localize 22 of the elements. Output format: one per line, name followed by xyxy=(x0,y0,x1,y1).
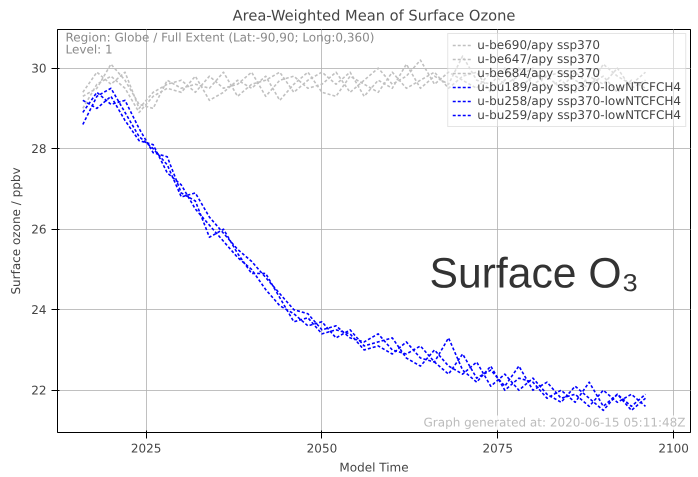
x-tick-label: 2075 xyxy=(482,442,514,456)
x-tick-label: 2050 xyxy=(306,442,338,456)
y-tick-label: 28 xyxy=(31,142,47,156)
y-tick-label: 30 xyxy=(31,62,47,76)
legend-label: u-bu258/apy ssp370-lowNTCFCH4 xyxy=(477,94,681,108)
annotation: Level: 1 xyxy=(66,42,113,56)
annotation: Surface O₃ xyxy=(430,250,639,298)
chart-title: Area-Weighted Mean of Surface Ozone xyxy=(232,8,516,24)
y-tick-label: 24 xyxy=(31,303,47,318)
x-axis-title: Model Time xyxy=(339,460,409,474)
x-tick-label: 2025 xyxy=(130,442,162,456)
annotation: Graph generated at: 2020-06-15 05:11:48Z xyxy=(424,416,686,430)
y-tick-label: 22 xyxy=(31,384,47,398)
legend-label: u-be647/apy ssp370 xyxy=(477,52,600,66)
y-tick-label: 26 xyxy=(31,222,47,237)
legend-label: u-bu259/apy ssp370-lowNTCFCH4 xyxy=(477,108,681,122)
annotation: Region: Globe / Full Extent (Lat:-90,90; Long:0,360) xyxy=(66,30,374,44)
y-axis-title: Surface ozone / ppbv xyxy=(9,167,24,295)
x-tick-label: 2100 xyxy=(658,442,689,456)
legend-label: u-be690/apy ssp370 xyxy=(477,38,600,52)
legend-label: u-be684/apy ssp370 xyxy=(477,66,600,80)
legend-label: u-bu189/apy ssp370-lowNTCFCH4 xyxy=(477,80,681,94)
